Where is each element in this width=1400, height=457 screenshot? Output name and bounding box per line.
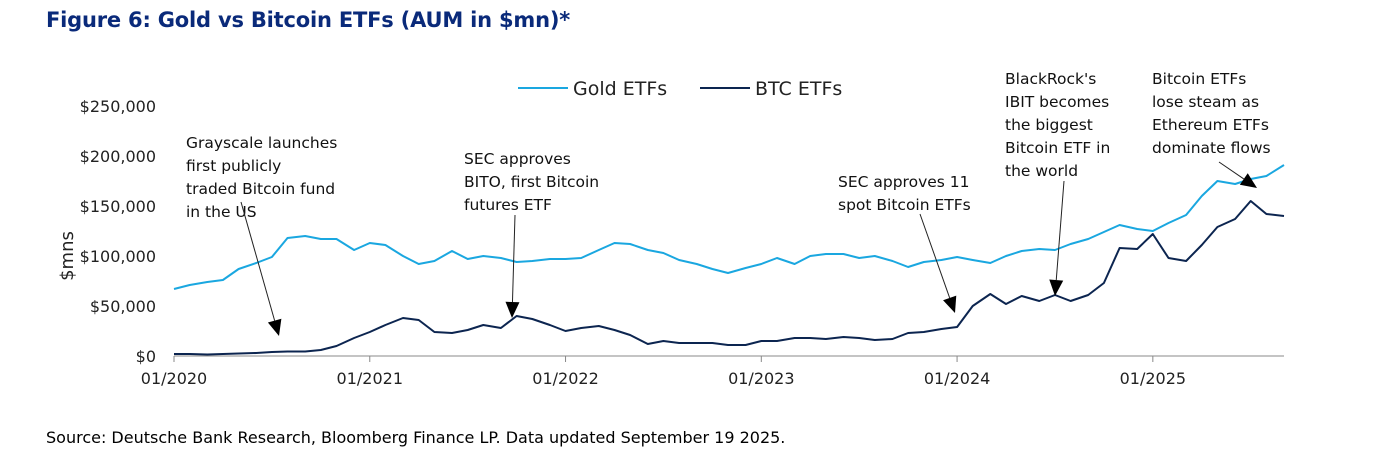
legend-gold-label: Gold ETFs <box>573 78 667 100</box>
annotation-text: BITO, first Bitcoin <box>464 173 599 191</box>
chart: $0 $50,000 $100,000 $150,000 $200,000 $250,00… <box>0 0 1400 457</box>
x-tick-label: 01/2023 <box>728 369 794 388</box>
annotation-text: Bitcoin ETF in <box>1005 139 1110 157</box>
annotation-arrow <box>241 202 275 321</box>
annotation-text: SEC approves 11 <box>838 173 970 191</box>
annotation-arrow <box>1219 162 1244 179</box>
annotation-text: the world <box>1005 162 1078 180</box>
btc-etfs-line <box>174 201 1284 355</box>
annotations: Grayscale launches first publicly traded B… <box>186 70 1271 336</box>
annotation-arrowhead <box>943 296 956 313</box>
annotation-text: Ethereum ETFs <box>1152 116 1269 134</box>
annotation-text: spot Bitcoin ETFs <box>838 196 971 214</box>
x-tick-label: 01/2024 <box>924 369 990 388</box>
x-tick-label: 01/2022 <box>532 369 598 388</box>
x-tick-label: 01/2021 <box>337 369 403 388</box>
y-tick-label: $150,000 <box>80 197 156 216</box>
source-note: Source: Deutsche Bank Research, Bloomber… <box>46 428 785 447</box>
y-tick-label: $50,000 <box>90 297 156 316</box>
y-tick-label: $200,000 <box>80 147 156 166</box>
annotation-arrowhead <box>268 319 281 336</box>
y-axis-label: $mns <box>57 231 78 281</box>
annotation-text: dominate flows <box>1152 139 1271 157</box>
annotation-text: BlackRock's <box>1005 70 1096 88</box>
annotation-text: lose steam as <box>1152 93 1259 111</box>
annotation-arrow <box>920 214 950 298</box>
annotation-text: Grayscale launches <box>186 134 337 152</box>
y-tick-label: $100,000 <box>80 247 156 266</box>
x-tick-label: 01/2025 <box>1120 369 1186 388</box>
annotation-arrow <box>512 215 515 302</box>
annotation-arrowhead <box>1240 173 1257 188</box>
annotation-text: first publicly <box>186 157 281 175</box>
annotation-arrowhead <box>1049 280 1063 296</box>
annotation-text: IBIT becomes <box>1005 93 1109 111</box>
x-axis: 01/2020 01/2021 01/2022 01/2023 01/2024 01/20… <box>141 356 1284 388</box>
legend-btc-label: BTC ETFs <box>755 78 842 100</box>
annotation-text: Bitcoin ETFs <box>1152 70 1246 88</box>
gold-etfs-line <box>174 165 1284 289</box>
annotation-text: SEC approves <box>464 150 571 168</box>
annotation-arrow <box>1056 181 1064 280</box>
legend: Gold ETFs BTC ETFs <box>518 78 842 100</box>
y-axis-ticks: $0 $50,000 $100,000 $150,000 $200,000 $250,00… <box>80 97 156 366</box>
x-tick-label: 01/2020 <box>141 369 207 388</box>
y-tick-label: $0 <box>136 347 156 366</box>
y-tick-label: $250,000 <box>80 97 156 116</box>
annotation-text: the biggest <box>1005 116 1093 134</box>
series-lines <box>174 165 1284 355</box>
annotation-text: traded Bitcoin fund <box>186 180 335 198</box>
annotation-text: futures ETF <box>464 196 552 214</box>
